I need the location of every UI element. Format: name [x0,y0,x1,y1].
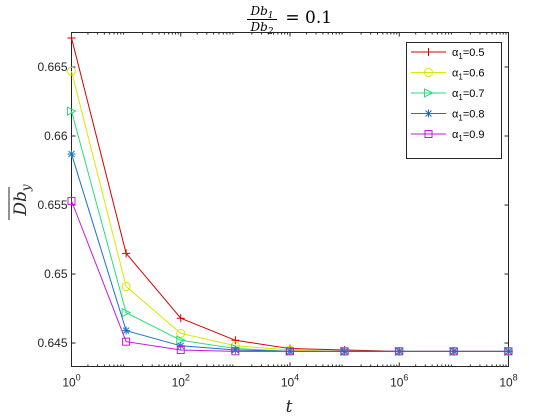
legend-marker [424,88,434,98]
x-axis: 100 102 104 106 108 [62,32,518,390]
data-point [67,34,76,43]
x-tick-label: 104 [281,373,299,390]
legend-label: α1=0.8 [452,109,485,123]
x-axis-title: t [286,397,293,417]
data-point [231,345,240,354]
y-tick-label: 0.665 [37,60,67,74]
legend-marker [424,48,433,56]
series-3 [67,149,513,356]
data-point [67,66,76,76]
legend-item: α1=0.6 [411,68,485,82]
data-point [67,149,76,158]
data-point [67,106,77,116]
legend-marker [424,130,433,138]
y-axis-title-text: Dby [11,184,33,217]
data-point [176,328,186,338]
data-point [122,326,131,335]
series-line [71,153,509,352]
x-tick-label: 102 [172,373,190,390]
legend-label: α1=0.9 [452,129,485,143]
data-point [231,336,240,345]
data-point [395,347,404,356]
data-point [286,347,294,356]
data-point [121,307,132,318]
y-axis-title: Dby [8,184,33,220]
series-4 [67,196,513,356]
legend-box [406,42,502,159]
legend-label: α1=0.7 [452,88,485,102]
data-point [340,347,349,356]
data-point [121,281,131,291]
legend-item: α1=0.7 [411,88,485,102]
title-value: = 0.1 [280,8,332,28]
y-tick-label: 0.65 [44,267,68,281]
data-point [449,347,458,356]
legend-marker [424,68,433,77]
x-tick-label: 100 [62,373,80,390]
data-point [504,347,513,356]
x-tick-label: 108 [499,373,517,390]
y-tick-label: 0.645 [37,336,67,350]
legend-label: α1=0.5 [452,47,485,61]
legend-item: α1=0.8 [411,109,485,123]
data-point [176,341,185,350]
x-tick-label: 106 [390,373,408,390]
data-point [231,347,240,356]
chart-title: Db1 Db2 = 0.1 [247,4,332,37]
legend-label: α1=0.6 [452,68,485,82]
data-point [122,337,131,346]
y-tick-label: 0.66 [44,129,68,143]
title-numerator: Db1 [249,4,273,21]
legend-item: α1=0.5 [411,47,485,61]
series-layer [67,34,514,357]
legend-item: α1=0.9 [411,129,485,143]
y-tick-label: 0.655 [37,198,67,212]
data-point [122,249,131,258]
data-point [176,314,185,323]
series-line [71,200,509,352]
legend: α1=0.5 α1=0.6 α1=0.7 α1=0.8 α1=0.9 [406,42,502,159]
data-point [67,196,76,205]
data-point [176,345,185,354]
legend-marker [424,109,433,118]
